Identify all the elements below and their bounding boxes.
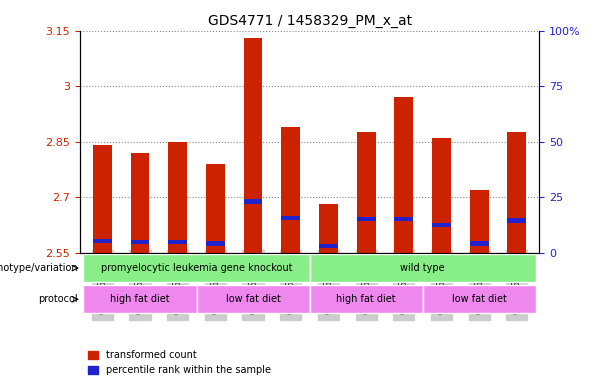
Legend: transformed count, percentile rank within the sample: transformed count, percentile rank withi… bbox=[85, 346, 275, 379]
Bar bbox=[319, 204, 338, 253]
Bar bbox=[131, 153, 150, 253]
Text: genotype/variation: genotype/variation bbox=[0, 263, 78, 273]
Text: protocol: protocol bbox=[38, 294, 78, 304]
FancyBboxPatch shape bbox=[197, 285, 310, 313]
Bar bbox=[93, 239, 112, 243]
FancyBboxPatch shape bbox=[422, 285, 536, 313]
Bar bbox=[168, 142, 187, 253]
Text: high fat diet: high fat diet bbox=[110, 294, 170, 304]
Bar bbox=[432, 138, 451, 253]
Text: low fat diet: low fat diet bbox=[226, 294, 281, 304]
Bar bbox=[508, 132, 526, 253]
FancyBboxPatch shape bbox=[310, 285, 422, 313]
Text: wild type: wild type bbox=[400, 263, 445, 273]
Bar bbox=[93, 145, 112, 253]
Bar bbox=[281, 215, 300, 220]
Bar bbox=[168, 240, 187, 244]
Bar bbox=[470, 242, 489, 246]
Bar bbox=[357, 217, 376, 221]
Bar bbox=[206, 242, 225, 246]
Bar bbox=[206, 164, 225, 253]
FancyBboxPatch shape bbox=[83, 254, 310, 282]
FancyBboxPatch shape bbox=[310, 254, 536, 282]
Bar bbox=[432, 223, 451, 227]
Bar bbox=[131, 240, 150, 244]
FancyBboxPatch shape bbox=[83, 285, 197, 313]
Bar bbox=[470, 190, 489, 253]
Bar bbox=[243, 38, 262, 253]
Bar bbox=[357, 132, 376, 253]
Bar bbox=[394, 97, 413, 253]
Bar bbox=[394, 217, 413, 221]
Text: promyelocytic leukemia gene knockout: promyelocytic leukemia gene knockout bbox=[101, 263, 292, 273]
Bar bbox=[319, 244, 338, 248]
Text: low fat diet: low fat diet bbox=[452, 294, 506, 304]
Bar bbox=[508, 218, 526, 223]
Bar bbox=[243, 199, 262, 204]
Text: high fat diet: high fat diet bbox=[337, 294, 396, 304]
Bar bbox=[281, 127, 300, 253]
Title: GDS4771 / 1458329_PM_x_at: GDS4771 / 1458329_PM_x_at bbox=[208, 14, 411, 28]
